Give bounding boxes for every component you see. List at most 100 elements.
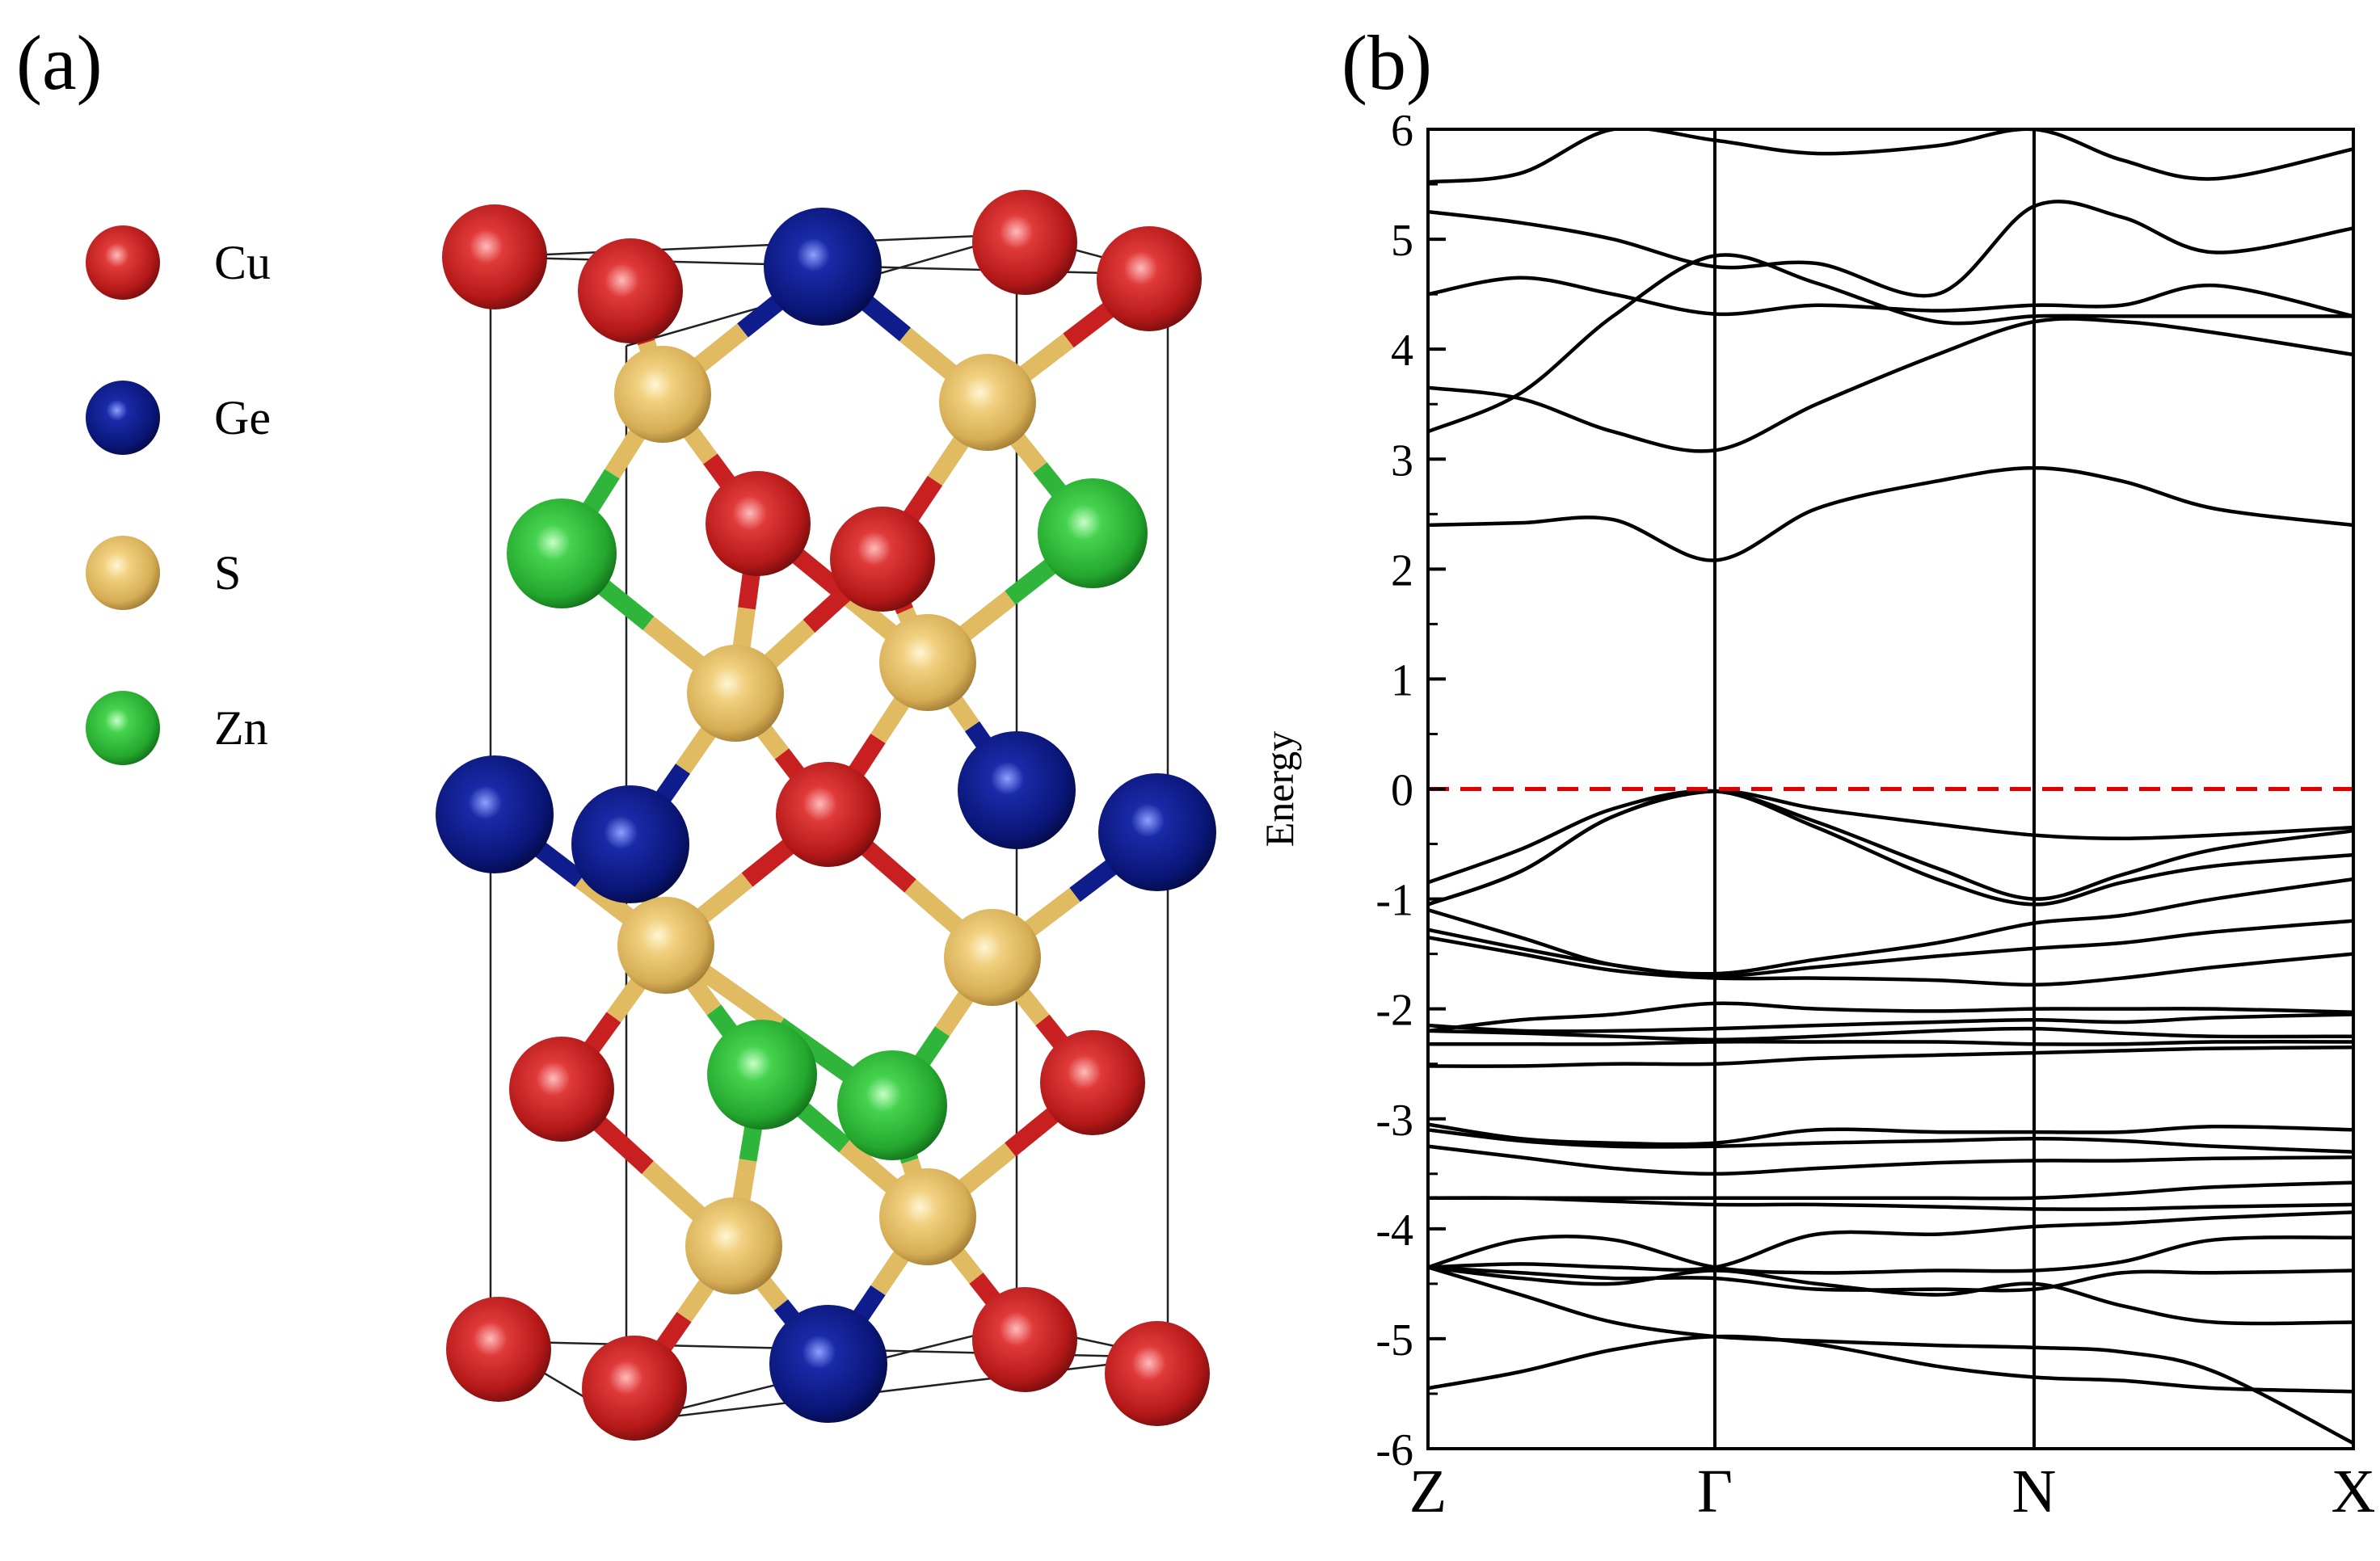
legend-label-cu: Cu [214, 236, 271, 289]
plot-frame [1426, 128, 2355, 1450]
band-line [1428, 1144, 2353, 1176]
atom-cu [582, 1336, 687, 1441]
band-line [1428, 789, 2353, 901]
k-point-label: N [2012, 1458, 2057, 1525]
band-line [1428, 129, 2353, 184]
band-structure-plot: -6 -5 -4 -3 -2 -1 0 1 2 3 4 5 6 Z Γ N X Energy [1257, 106, 2375, 1525]
band-line [1428, 200, 2353, 298]
band-line [1428, 1012, 2353, 1033]
atom-s [879, 614, 976, 711]
panel-b-label: (b) [1342, 19, 1432, 106]
atom-cu [972, 190, 1077, 295]
legend-label-zn: Zn [214, 701, 268, 755]
legend-item-ge: Ge [86, 381, 271, 455]
atom-cu [442, 204, 547, 309]
y-tick-label: -2 [1375, 986, 1413, 1036]
y-axis-ticks: -6 -5 -4 -3 -2 -1 0 1 2 3 4 5 6 [1375, 106, 1446, 1475]
panel-a-label: (a) [16, 19, 103, 106]
band-lines [1428, 129, 2353, 1445]
legend-label-s: S [214, 546, 241, 600]
cell-edge [626, 1356, 1169, 1424]
band-line [1428, 1122, 2353, 1147]
atom-s [685, 1197, 782, 1294]
legend-sphere-s [86, 536, 160, 610]
legend-label-ge: Ge [214, 391, 271, 444]
band-line [1428, 919, 2353, 978]
legend-item-cu: Cu [86, 225, 271, 300]
legend-item-zn: Zn [86, 691, 268, 765]
atom-ge [769, 1305, 887, 1423]
y-tick-label: 4 [1391, 326, 1413, 376]
band-line [1428, 1196, 2353, 1211]
band-line [1428, 1046, 2353, 1068]
atom-cu [1040, 1030, 1145, 1135]
band-line [1428, 789, 2353, 907]
y-tick-label: -1 [1375, 876, 1413, 926]
atom-s [617, 897, 714, 994]
atom-ge [436, 755, 554, 873]
atom-ge [1098, 773, 1216, 891]
y-tick-label: -3 [1375, 1096, 1413, 1146]
crystal-structure [436, 190, 1216, 1441]
atom-cu [446, 1297, 551, 1402]
atom-cu [578, 238, 683, 343]
cell-edge [490, 233, 1017, 259]
atom-zn [1038, 478, 1148, 588]
atom-ge [958, 731, 1076, 849]
legend-item-s: S [86, 536, 241, 610]
legend-sphere-ge [86, 381, 160, 455]
y-tick-label: 0 [1391, 766, 1413, 816]
legend-sphere-zn [86, 691, 160, 765]
y-tick-label: -6 [1375, 1425, 1413, 1475]
atom-cu [830, 507, 935, 612]
y-tick-label: 5 [1391, 216, 1413, 266]
y-tick-label: 1 [1391, 655, 1413, 705]
band-line [1428, 276, 2353, 318]
atom-cu [776, 762, 881, 867]
high-symmetry-lines [1712, 129, 2036, 1449]
y-tick-label: 2 [1391, 545, 1413, 595]
y-tick-label: -4 [1375, 1205, 1413, 1256]
atoms [436, 190, 1216, 1441]
y-axis-label: Energy [1257, 731, 1302, 847]
band-line [1428, 1265, 2353, 1326]
atom-cu [972, 1287, 1077, 1392]
band-line [1428, 1001, 2353, 1033]
atom-cu [509, 1037, 614, 1142]
band-line [1428, 1128, 2353, 1154]
atom-cu [706, 471, 811, 576]
band-line [1428, 1026, 2353, 1042]
band-line [1428, 935, 2353, 987]
band-line [1428, 1265, 2353, 1445]
atom-cu [1105, 1321, 1210, 1426]
atom-zn [707, 1020, 817, 1130]
k-point-label: X [2332, 1458, 2376, 1525]
band-line [1428, 1180, 2353, 1201]
band-line [1428, 1334, 2353, 1394]
band-line [1428, 1234, 2353, 1275]
atom-ge [571, 785, 689, 903]
band-line [1428, 1040, 2353, 1046]
y-tick-label: 3 [1391, 435, 1413, 486]
legend-sphere-cu [86, 225, 160, 300]
band-line [1428, 317, 2353, 453]
atom-zn [837, 1050, 947, 1160]
k-point-label: Z [1409, 1458, 1447, 1525]
band-line [1428, 877, 2353, 976]
element-legend: Cu Ge S Zn [86, 225, 271, 765]
band-line [1428, 1265, 2353, 1293]
y-tick-label: 6 [1391, 106, 1413, 156]
atom-zn [507, 499, 617, 608]
k-point-label: Γ [1697, 1458, 1733, 1525]
band-line [1428, 253, 2353, 434]
band-line [1428, 465, 2353, 562]
y-tick-label: -5 [1375, 1315, 1413, 1365]
atom-s [614, 346, 711, 443]
atom-s [879, 1168, 976, 1265]
atom-s [939, 354, 1036, 451]
atom-s [944, 909, 1041, 1006]
atom-cu [1097, 226, 1202, 331]
atom-ge [764, 208, 882, 326]
